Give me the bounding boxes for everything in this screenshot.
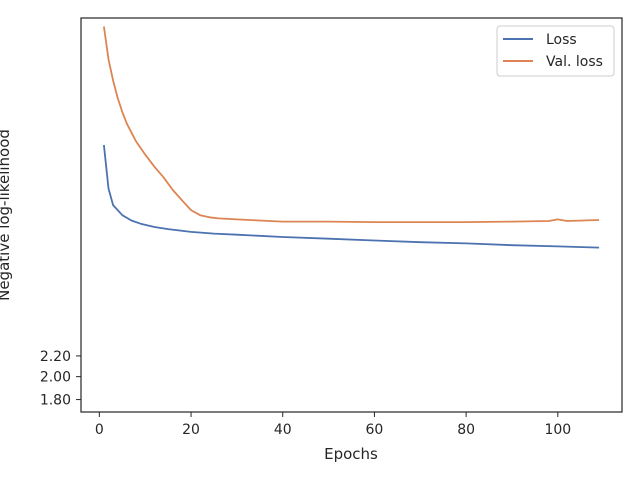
y-tick-label: 2.20 (40, 349, 71, 365)
x-tick-label: 80 (457, 422, 475, 438)
series-line-val-loss (103, 26, 600, 224)
series-line-loss (103, 144, 600, 249)
plot-frame (80, 17, 623, 413)
y-tick-label: 1.80 (40, 393, 71, 409)
y-tick-label: 2.00 (40, 370, 71, 386)
x-tick-label: 0 (95, 422, 104, 438)
x-axis-label: Epochs (324, 445, 378, 463)
legend-entry-val-loss: Val. loss (546, 54, 603, 70)
lines-layer (103, 26, 600, 249)
ticks-layer: 0 20 40 60 80 100 1.80 2.00 2.20 (40, 349, 571, 438)
legend: Loss Val. loss (496, 25, 615, 77)
legend-entry-loss: Loss (546, 32, 577, 48)
y-axis-label: Negative log-likelihood (0, 129, 13, 301)
x-tick-label: 60 (366, 422, 384, 438)
x-tick-label: 100 (544, 422, 571, 438)
x-tick-label: 20 (182, 422, 200, 438)
x-tick-label: 40 (274, 422, 292, 438)
